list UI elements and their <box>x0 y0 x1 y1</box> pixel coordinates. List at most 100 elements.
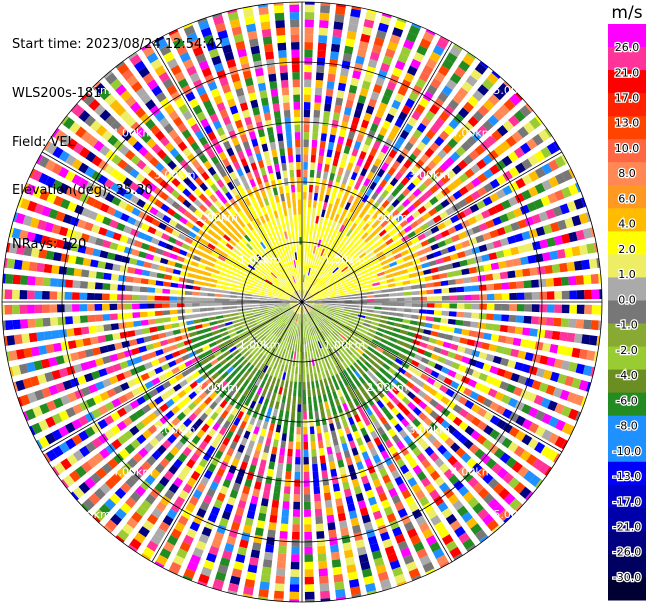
velocity-gate <box>356 335 365 341</box>
velocity-gate <box>291 554 300 562</box>
velocity-gate <box>210 439 220 449</box>
velocity-gate <box>156 444 167 455</box>
velocity-gate <box>204 266 213 272</box>
velocity-gate <box>192 285 201 291</box>
velocity-gate <box>330 551 341 561</box>
velocity-gate <box>153 187 163 197</box>
velocity-gate <box>128 339 138 347</box>
velocity-gate <box>490 334 500 342</box>
velocity-gate <box>210 411 219 421</box>
velocity-gate <box>215 289 223 293</box>
velocity-gate <box>304 524 312 532</box>
velocity-gate <box>251 375 258 384</box>
velocity-gate <box>242 454 251 464</box>
velocity-gate <box>87 304 95 312</box>
velocity-gate <box>254 268 262 275</box>
velocity-gate <box>117 159 128 170</box>
velocity-gate <box>290 304 298 308</box>
velocity-gate <box>296 306 300 314</box>
velocity-gate <box>138 211 148 220</box>
velocity-gate <box>310 351 314 359</box>
velocity-gate <box>305 351 308 360</box>
velocity-gate <box>319 322 326 329</box>
velocity-gate <box>492 355 502 365</box>
velocity-gate <box>316 387 321 396</box>
velocity-gate <box>396 412 405 422</box>
velocity-gate <box>520 339 529 348</box>
velocity-gate <box>45 344 55 354</box>
velocity-gate <box>313 306 321 310</box>
velocity-gate <box>445 513 458 525</box>
velocity-gate <box>123 190 134 201</box>
velocity-gate <box>164 370 174 379</box>
velocity-gate <box>440 366 450 375</box>
velocity-gate <box>391 469 401 480</box>
velocity-gate <box>180 327 189 334</box>
velocity-gate <box>282 298 290 300</box>
velocity-gate <box>439 482 450 493</box>
velocity-gate <box>192 342 202 349</box>
velocity-gate <box>478 372 488 382</box>
velocity-gate <box>109 219 119 229</box>
velocity-gate <box>239 539 249 549</box>
velocity-gate <box>346 384 353 393</box>
velocity-gate <box>299 352 302 360</box>
velocity-gate <box>44 432 56 445</box>
velocity-gate <box>248 279 257 284</box>
velocity-gate <box>324 328 331 335</box>
velocity-gate <box>84 477 96 489</box>
velocity-gate <box>51 369 62 380</box>
velocity-gate <box>332 483 341 492</box>
velocity-gate <box>178 489 189 500</box>
velocity-gate <box>219 390 228 399</box>
velocity-gate <box>535 367 546 378</box>
velocity-gate <box>451 361 461 370</box>
velocity-gate <box>126 216 137 226</box>
velocity-gate <box>403 521 415 532</box>
velocity-gate <box>457 345 466 353</box>
velocity-gate <box>397 352 407 360</box>
velocity-gate <box>294 464 301 472</box>
velocity-gate <box>197 352 207 360</box>
velocity-gate <box>340 343 348 350</box>
velocity-gate <box>109 303 118 311</box>
velocity-gate <box>267 375 273 384</box>
velocity-gate <box>216 319 225 324</box>
velocity-gate <box>561 360 571 371</box>
velocity-gate <box>422 383 432 392</box>
velocity-gate <box>335 365 342 373</box>
velocity-gate <box>312 308 319 314</box>
velocity-gate <box>227 496 236 506</box>
velocity-gate <box>88 210 98 221</box>
velocity-gate <box>305 305 312 310</box>
velocity-gate <box>187 193 197 203</box>
velocity-gate <box>141 553 151 561</box>
velocity-gate <box>351 593 362 598</box>
velocity-gate <box>201 423 210 433</box>
velocity-gate <box>214 298 223 302</box>
velocity-gate <box>267 529 276 538</box>
velocity-gate <box>329 342 336 350</box>
velocity-gate <box>112 363 122 372</box>
velocity-gate <box>233 276 242 282</box>
velocity-gate <box>167 236 177 244</box>
velocity-gate <box>206 261 215 268</box>
velocity-gate <box>123 430 134 441</box>
velocity-gate <box>253 449 261 459</box>
velocity-gate <box>234 373 242 381</box>
velocity-gate <box>143 261 152 269</box>
velocity-gate <box>203 327 212 333</box>
velocity-gate <box>162 214 172 224</box>
velocity-gate <box>421 458 431 469</box>
velocity-gate <box>457 434 468 445</box>
velocity-gate <box>343 309 352 312</box>
velocity-gate <box>135 421 146 431</box>
velocity-gate <box>464 347 473 356</box>
velocity-gate <box>394 322 402 328</box>
velocity-gate <box>268 461 275 470</box>
velocity-gate <box>138 251 147 259</box>
velocity-gate <box>15 379 26 392</box>
velocity-gate <box>443 468 455 480</box>
velocity-gate <box>419 341 428 349</box>
velocity-gate <box>274 298 283 300</box>
